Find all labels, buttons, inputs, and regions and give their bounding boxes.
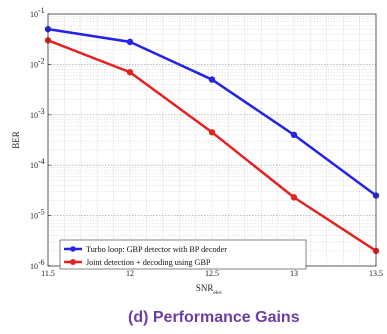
y-tick-exponent: -1 [38, 6, 45, 15]
tick-labels: 11.5 12 12.5 13 13.510-610-510-410-310-210-1 [30, 6, 383, 278]
x-tick-label: 12 [126, 269, 134, 278]
legend-marker-joint-detection [70, 259, 76, 265]
data-point-joint-detection [208, 129, 216, 136]
y-tick-label: 10 [30, 111, 38, 120]
legend-box [59, 239, 307, 270]
data-point-joint-detection [126, 69, 134, 76]
x-axis-title-main: SNR [196, 283, 214, 293]
x-tick-label: 12.5 [205, 269, 219, 278]
y-axis-title: BER [11, 131, 21, 149]
x-tick-label: 13 [290, 269, 298, 278]
legend-label-turbo-loop: Turbo loop: GBP detector with BP decoder [86, 245, 227, 254]
y-tick-exponent: -6 [38, 258, 45, 267]
y-tick-exponent: -4 [38, 157, 45, 166]
y-tick-exponent: -2 [38, 56, 45, 65]
data-point-turbo-loop [208, 76, 216, 83]
legend-marker-turbo-loop [70, 246, 76, 252]
y-tick-label: 10 [30, 10, 38, 19]
y-tick-label: 10 [30, 161, 38, 170]
x-axis-title-subscript: elec [213, 290, 222, 296]
y-tick-exponent: -5 [38, 208, 45, 217]
series-layer [44, 25, 380, 255]
legend-label-joint-detection: Joint detection + decoding using GBP [86, 258, 211, 267]
data-point-joint-detection [290, 194, 298, 201]
x-tick-label: 11.5 [41, 269, 55, 278]
y-tick-label: 10 [30, 60, 38, 69]
y-tick-exponent: -3 [38, 107, 45, 116]
data-point-turbo-loop [290, 131, 298, 139]
legend: Turbo loop: GBP detector with BP decoder… [59, 239, 307, 270]
data-point-turbo-loop [126, 38, 134, 46]
y-tick-label: 10 [30, 212, 38, 221]
grid [48, 14, 376, 266]
x-axis-title: SNRelec [196, 283, 223, 296]
x-tick-label: 13.5 [369, 269, 383, 278]
figure-caption: (d) Performance Gains [128, 309, 300, 326]
y-tick-label: 10 [30, 262, 38, 271]
